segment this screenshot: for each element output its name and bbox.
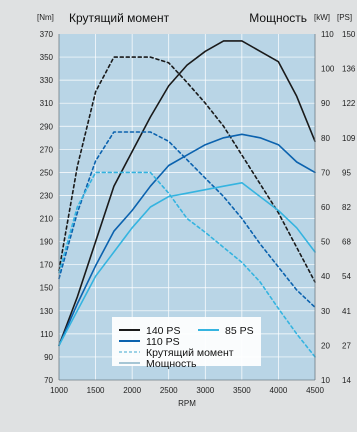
y-left-tick-label: 230 — [40, 191, 54, 200]
power-title: Мощность — [249, 11, 307, 25]
y-right-ps-tick-label: 41 — [342, 307, 351, 316]
series-line-140ps-torque — [58, 56, 316, 283]
series-line-110ps-power — [58, 133, 316, 347]
y-right-kw-tick-label: 90 — [321, 99, 330, 108]
y-right-kw-tick-label: 80 — [321, 134, 330, 143]
y-right-ps-tick-label: 14 — [342, 376, 351, 385]
y-left-tick-label: 190 — [40, 238, 54, 247]
y-left-tick-label: 130 — [40, 307, 54, 316]
y-left-tick-label: 370 — [40, 30, 54, 39]
y-right-ps-tick-label: 82 — [342, 203, 351, 212]
torque-title: Крутящий момент — [69, 11, 170, 25]
right-axis-unit-kw: [kW] — [314, 13, 330, 22]
y-right-kw-tick-label: 20 — [321, 341, 330, 350]
y-right-kw-tick-label: 10 — [321, 376, 330, 385]
y-right-kw-tick-label: 60 — [321, 203, 330, 212]
right-axis-unit-ps: [PS] — [337, 13, 352, 22]
y-left-tick-label: 250 — [40, 168, 54, 177]
legend-label-110ps: 110 PS — [146, 336, 180, 348]
y-right-ps-tick-label: 109 — [342, 134, 356, 143]
y-left-tick-label: 70 — [44, 376, 53, 385]
y-left-tick-label: 350 — [40, 53, 54, 62]
x-tick-label: 2500 — [160, 386, 178, 395]
y-right-ps-tick-label: 95 — [342, 168, 351, 177]
y-right-kw-tick-label: 40 — [321, 272, 330, 281]
y-right-kw-tick-label: 50 — [321, 238, 330, 247]
y-left-tick-label: 150 — [40, 284, 54, 293]
y-left-tick-label: 290 — [40, 122, 54, 131]
y-left-tick-label: 170 — [40, 261, 54, 270]
x-tick-label: 1500 — [87, 386, 105, 395]
tick-labels: 1000 1500 2000 2500 3000 3500 4000 4500 70 90 110 1… — [40, 30, 356, 395]
y-left-tick-label: 210 — [40, 215, 54, 224]
y-right-kw-tick-label: 30 — [321, 307, 330, 316]
x-tick-label: 4000 — [270, 386, 288, 395]
legend: 140 PS 85 PS 110 PS Крутящий момент Мощн… — [112, 317, 261, 370]
y-right-kw-tick-label: 100 — [321, 65, 335, 74]
series-lines — [58, 40, 316, 358]
y-left-tick-label: 310 — [40, 99, 54, 108]
x-tick-label: 4500 — [306, 386, 324, 395]
y-left-tick-label: 110 — [40, 330, 53, 339]
y-right-ps-tick-label: 136 — [342, 65, 356, 74]
y-left-tick-label: 270 — [40, 145, 54, 154]
series-line-110ps-torque — [58, 131, 316, 309]
y-right-ps-tick-label: 150 — [342, 30, 356, 39]
legend-label-power: Мощность — [146, 358, 197, 370]
y-right-ps-tick-label: 54 — [342, 272, 351, 281]
series-line-140ps-power — [58, 40, 316, 347]
y-right-ps-tick-label: 27 — [342, 341, 351, 350]
series-line-85ps-torque — [58, 171, 316, 358]
y-right-ps-tick-label: 122 — [342, 99, 356, 108]
y-left-tick-label: 90 — [44, 353, 53, 362]
grid — [59, 34, 315, 380]
x-tick-label: 3500 — [233, 386, 251, 395]
y-left-tick-label: 330 — [40, 76, 54, 85]
x-tick-label: 3000 — [196, 386, 214, 395]
x-axis-label: RPM — [178, 399, 196, 408]
y-right-ps-tick-label: 68 — [342, 238, 351, 247]
y-right-kw-tick-label: 70 — [321, 168, 330, 177]
left-axis-unit: [Nm] — [37, 13, 54, 22]
x-tick-label: 1000 — [50, 386, 68, 395]
legend-label-140ps: 140 PS — [146, 325, 180, 337]
legend-label-85ps: 85 PS — [225, 325, 254, 337]
y-right-kw-tick-label: 110 — [321, 30, 334, 39]
series-line-85ps-power — [58, 182, 316, 347]
legend-label-torque: Крутящий момент — [146, 347, 234, 359]
x-tick-label: 2000 — [123, 386, 141, 395]
